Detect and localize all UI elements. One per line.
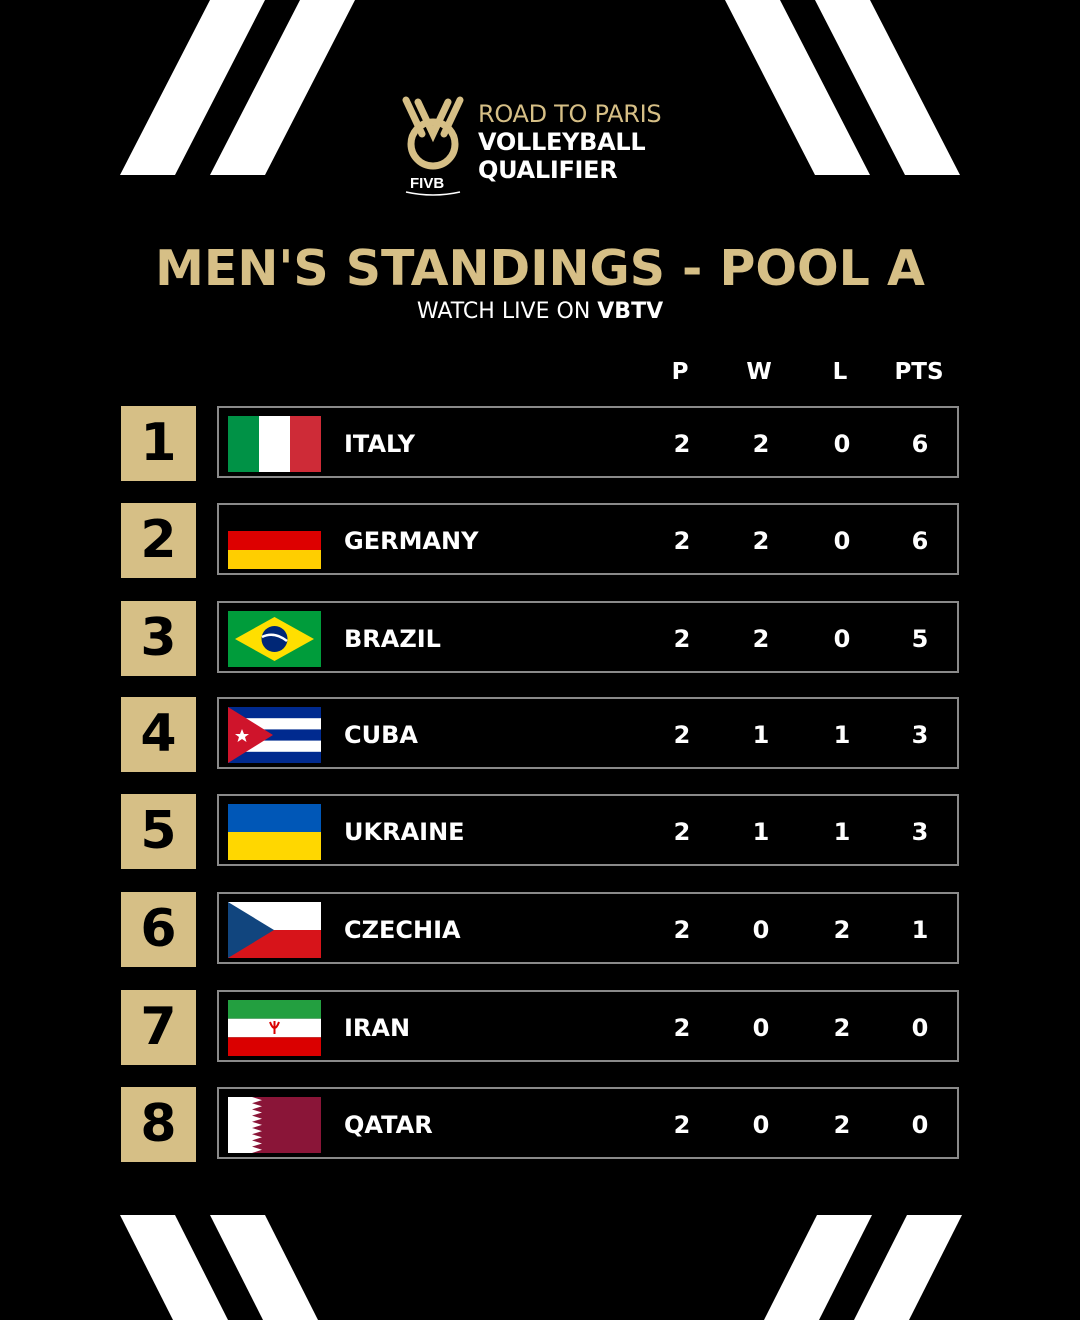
- stat-won: 2: [752, 527, 770, 555]
- brazil-flag-icon: [228, 611, 321, 667]
- page-title: MEN'S STANDINGS - POOL A: [155, 240, 925, 297]
- subtitle-prefix: WATCH LIVE ON: [416, 299, 591, 324]
- rank-badge: 8: [121, 1087, 196, 1162]
- stat-won: 0: [752, 1014, 770, 1042]
- stat-points: 1: [911, 916, 929, 944]
- cuba-flag-icon: [228, 707, 321, 763]
- logo-line-road-to-paris: ROAD TO PARIS: [478, 100, 662, 128]
- ukraine-flag-icon: [228, 804, 321, 860]
- iran-flag-icon: [228, 1000, 321, 1056]
- germany-flag-icon: [228, 513, 321, 569]
- rank-badge: 3: [121, 601, 196, 676]
- stat-played: 2: [673, 625, 691, 653]
- stat-lost: 1: [833, 818, 851, 846]
- rank-badge: 7: [121, 990, 196, 1065]
- stat-points: 6: [911, 430, 929, 458]
- stat-won: 2: [752, 430, 770, 458]
- stat-lost: 0: [833, 430, 851, 458]
- team-name: QATAR: [344, 1111, 433, 1139]
- page-subtitle: WATCH LIVE ON VBTV: [0, 299, 1080, 324]
- stat-won: 2: [752, 625, 770, 653]
- czechia-flag-icon: [228, 902, 321, 958]
- rank-badge: 1: [121, 406, 196, 481]
- stat-played: 2: [673, 430, 691, 458]
- logo-line-volleyball: VOLLEYBALL: [478, 128, 646, 156]
- stat-lost: 0: [833, 527, 851, 555]
- stat-played: 2: [673, 527, 691, 555]
- stat-won: 0: [752, 1111, 770, 1139]
- subtitle-brand: VBTV: [597, 299, 664, 324]
- stat-won: 1: [752, 721, 770, 749]
- stat-points: 0: [911, 1111, 929, 1139]
- standings-row: CUBA 2 1 1 3: [217, 697, 959, 769]
- stat-lost: 2: [833, 916, 851, 944]
- stat-lost: 2: [833, 1111, 851, 1139]
- team-name: ITALY: [344, 430, 415, 458]
- stat-points: 3: [911, 721, 929, 749]
- standings-row: CZECHIA 2 0 2 1: [217, 892, 959, 964]
- standings-row: IRAN 2 0 2 0: [217, 990, 959, 1062]
- stat-points: 5: [911, 625, 929, 653]
- stat-played: 2: [673, 818, 691, 846]
- team-name: CZECHIA: [344, 916, 461, 944]
- stat-lost: 2: [833, 1014, 851, 1042]
- rank-badge: 5: [121, 794, 196, 869]
- stat-won: 1: [752, 818, 770, 846]
- standings-row: QATAR 2 0 2 0: [217, 1087, 959, 1159]
- fivb-emblem-icon: FIVB: [402, 96, 464, 196]
- standings-row: ITALY 2 2 0 6: [217, 406, 959, 478]
- team-name: BRAZIL: [344, 625, 441, 653]
- column-header-points: PTS: [894, 359, 944, 385]
- team-name: UKRAINE: [344, 818, 465, 846]
- qatar-flag-icon: [228, 1097, 321, 1153]
- italy-flag-icon: [228, 416, 321, 472]
- stat-played: 2: [673, 1014, 691, 1042]
- stat-played: 2: [673, 916, 691, 944]
- stat-played: 2: [673, 721, 691, 749]
- stat-lost: 1: [833, 721, 851, 749]
- logo-line-qualifier: QUALIFIER: [478, 156, 618, 184]
- rank-badge: 6: [121, 892, 196, 967]
- column-header-lost: L: [832, 359, 848, 385]
- standings-row: BRAZIL 2 2 0 5: [217, 601, 959, 673]
- stat-played: 2: [673, 1111, 691, 1139]
- team-name: IRAN: [344, 1014, 411, 1042]
- column-header-won: W: [746, 359, 772, 385]
- stat-points: 0: [911, 1014, 929, 1042]
- stat-won: 0: [752, 916, 770, 944]
- stat-points: 6: [911, 527, 929, 555]
- fivb-wordmark: FIVB: [410, 175, 444, 192]
- team-name: CUBA: [344, 721, 418, 749]
- rank-badge: 4: [121, 697, 196, 772]
- column-header-played: P: [671, 359, 689, 385]
- standings-row: UKRAINE 2 1 1 3: [217, 794, 959, 866]
- stat-lost: 0: [833, 625, 851, 653]
- rank-badge: 2: [121, 503, 196, 578]
- stat-points: 3: [911, 818, 929, 846]
- standings-row: GERMANY 2 2 0 6: [217, 503, 959, 575]
- team-name: GERMANY: [344, 527, 479, 555]
- event-logo: FIVB ROAD TO PARIS VOLLEYBALL QUALIFIER: [400, 94, 700, 199]
